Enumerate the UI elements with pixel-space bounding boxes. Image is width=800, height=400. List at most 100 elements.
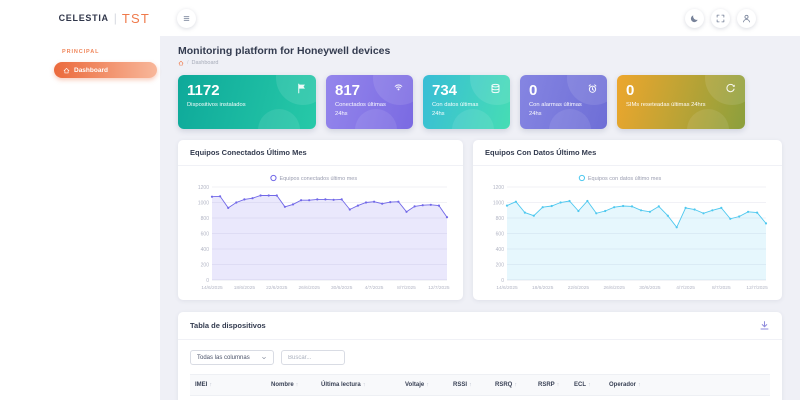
svg-text:30/6/2025: 30/6/2025 bbox=[331, 285, 353, 291]
chart-title: Equipos Con Datos Último Mes bbox=[485, 148, 597, 157]
svg-text:Equipos conectados último mes: Equipos conectados último mes bbox=[279, 176, 357, 182]
svg-text:800: 800 bbox=[201, 216, 210, 222]
download-icon[interactable] bbox=[759, 320, 770, 331]
svg-text:26/6/2025: 26/6/2025 bbox=[604, 285, 626, 291]
fullscreen-button[interactable] bbox=[711, 8, 730, 28]
svg-text:200: 200 bbox=[201, 262, 210, 268]
stat-card-con-alarmas-ltimas-24hs: 0 Con alarmas últimas 24hs bbox=[520, 75, 607, 129]
devices-table-card: Tabla de dispositivos Todas las columnas… bbox=[178, 312, 782, 400]
sort-icon: ↑ bbox=[362, 382, 366, 388]
database-icon bbox=[490, 83, 501, 94]
svg-text:8/7/2025: 8/7/2025 bbox=[712, 285, 731, 291]
menu-toggle-button[interactable] bbox=[177, 8, 196, 28]
chart-legend[interactable]: Equipos con datos último mes bbox=[578, 174, 662, 182]
stat-value: 1172 bbox=[187, 82, 220, 99]
logo-separator: | bbox=[113, 11, 117, 25]
app-logo: CELESTIA | TST bbox=[0, 0, 160, 36]
refresh-icon bbox=[725, 83, 736, 94]
breadcrumb: / Dashboard bbox=[178, 60, 782, 66]
sort-icon: ↑ bbox=[295, 382, 299, 388]
sort-icon: ↑ bbox=[556, 382, 560, 388]
dark-mode-button[interactable] bbox=[685, 8, 704, 28]
svg-text:600: 600 bbox=[201, 231, 210, 237]
stat-label: Dispositivos instalados bbox=[187, 102, 246, 108]
svg-text:18/6/2025: 18/6/2025 bbox=[234, 285, 256, 291]
svg-text:600: 600 bbox=[496, 231, 505, 237]
sort-icon: ↑ bbox=[514, 382, 518, 388]
chart-card-header: Equipos Conectados Último Mes bbox=[178, 140, 463, 166]
content: Monitoring platform for Honeywell device… bbox=[160, 36, 800, 400]
stat-card-con-datos-ltimas-24hs: 734 Con datos últimas 24hs bbox=[423, 75, 510, 129]
stat-cards-row: 1172 Dispositivos instalados 817 Conectados… bbox=[178, 75, 782, 129]
columns-select-value: Todas las columnas bbox=[197, 354, 250, 361]
column-label: RSSI bbox=[453, 382, 468, 388]
svg-text:0: 0 bbox=[501, 278, 504, 284]
menu-icon bbox=[182, 14, 191, 23]
table-controls: Todas las columnas bbox=[178, 340, 782, 374]
breadcrumb-separator: / bbox=[187, 60, 189, 66]
svg-text:22/6/2025: 22/6/2025 bbox=[266, 285, 288, 291]
column-header-nombre[interactable]: Nombre ↑ bbox=[266, 375, 316, 395]
logo-celestia: CELESTIA bbox=[58, 13, 109, 23]
user-icon bbox=[742, 14, 751, 23]
search-input[interactable] bbox=[281, 350, 345, 365]
stat-value: 0 bbox=[529, 82, 538, 99]
stat-label: SIMs reseteadas últimas 24hrs bbox=[626, 102, 706, 108]
devices-with-data-chart: 0 200 400 600 800 1000 1200 14/6/2025 18/6/2025 2… bbox=[473, 166, 782, 300]
column-label: Voltaje bbox=[405, 382, 425, 388]
fullscreen-icon bbox=[716, 14, 725, 23]
svg-text:1200: 1200 bbox=[493, 185, 504, 191]
table-card-header: Tabla de dispositivos bbox=[178, 312, 782, 340]
column-header-rsrq[interactable]: RSRQ ↑ bbox=[490, 375, 533, 395]
page-title: Monitoring platform for Honeywell device… bbox=[178, 45, 391, 57]
column-header-ltima-lectura[interactable]: Última lectura ↑ bbox=[316, 375, 400, 395]
column-header-rsrp[interactable]: RSRP ↑ bbox=[533, 375, 569, 395]
column-header-ecl[interactable]: ECL ↑ bbox=[569, 375, 604, 395]
stat-value: 0 bbox=[626, 82, 635, 99]
table-title: Tabla de dispositivos bbox=[190, 321, 266, 330]
stat-value: 734 bbox=[432, 82, 458, 99]
stat-card-dispositivos-instalados: 1172 Dispositivos instalados bbox=[178, 75, 316, 129]
sort-icon: ↑ bbox=[209, 382, 213, 388]
svg-text:Equipos con datos último mes: Equipos con datos último mes bbox=[588, 176, 662, 182]
chart-legend[interactable]: Equipos conectados último mes bbox=[270, 174, 358, 182]
column-label: ECL bbox=[574, 382, 586, 388]
column-label: Nombre bbox=[271, 382, 294, 388]
column-header-voltaje[interactable]: Voltaje ↑ bbox=[400, 375, 448, 395]
svg-text:400: 400 bbox=[496, 247, 505, 253]
svg-text:8/7/2025: 8/7/2025 bbox=[397, 285, 416, 291]
column-header-operador[interactable]: Operador ↑ bbox=[604, 375, 770, 395]
svg-text:4/7/2025: 4/7/2025 bbox=[676, 285, 695, 291]
flag-icon bbox=[296, 83, 307, 94]
svg-text:200: 200 bbox=[496, 262, 505, 268]
table-header-row: IMEI ↑ Nombre ↑ Última lectura ↑ Voltaje ↑ RSSI ↑… bbox=[190, 374, 770, 396]
stat-value: 817 bbox=[335, 82, 361, 99]
svg-text:12/7/2025: 12/7/2025 bbox=[746, 285, 768, 291]
columns-select[interactable]: Todas las columnas bbox=[190, 350, 274, 365]
connected-devices-chart: 0 200 400 600 800 1000 1200 14/6/2025 18/6/2025 2… bbox=[178, 166, 463, 300]
svg-text:18/6/2025: 18/6/2025 bbox=[532, 285, 554, 291]
svg-text:1000: 1000 bbox=[198, 200, 209, 206]
breadcrumb-current[interactable]: Dashboard bbox=[191, 60, 219, 66]
svg-text:0: 0 bbox=[206, 278, 209, 284]
equipos-con-datos-ltimo-mes-plot: 0 200 400 600 800 1000 1200 14/6/2025 18/6/2025 2… bbox=[493, 174, 768, 291]
equipos-conectados-ltimo-mes-plot: 0 200 400 600 800 1000 1200 14/6/2025 18/6/2025 2… bbox=[198, 174, 450, 291]
sidebar-section-label: PRINCIPAL bbox=[62, 49, 100, 55]
sidebar-item-dashboard[interactable]: Dashboard bbox=[54, 62, 157, 78]
stat-label: Conectados últimas 24hs bbox=[335, 102, 386, 117]
column-header-rssi[interactable]: RSSI ↑ bbox=[448, 375, 490, 395]
column-label: IMEI bbox=[195, 382, 208, 388]
sort-icon: ↑ bbox=[469, 382, 472, 388]
user-button[interactable] bbox=[737, 8, 756, 28]
column-label: RSRP bbox=[538, 382, 555, 388]
svg-text:26/6/2025: 26/6/2025 bbox=[299, 285, 321, 291]
sidebar-item-label: Dashboard bbox=[74, 66, 108, 74]
chevron-down-icon bbox=[261, 355, 267, 361]
sort-icon: ↑ bbox=[426, 382, 429, 388]
connected-devices-chart-card: Equipos Conectados Último Mes 0 200 400 600… bbox=[178, 140, 463, 300]
sidebar: CELESTIA | TST PRINCIPAL Dashboard bbox=[0, 0, 160, 400]
breadcrumb-home-icon[interactable] bbox=[178, 60, 184, 66]
sort-icon: ↑ bbox=[588, 382, 591, 388]
column-label: Operador bbox=[609, 382, 637, 388]
column-header-imei[interactable]: IMEI ↑ bbox=[190, 375, 266, 395]
